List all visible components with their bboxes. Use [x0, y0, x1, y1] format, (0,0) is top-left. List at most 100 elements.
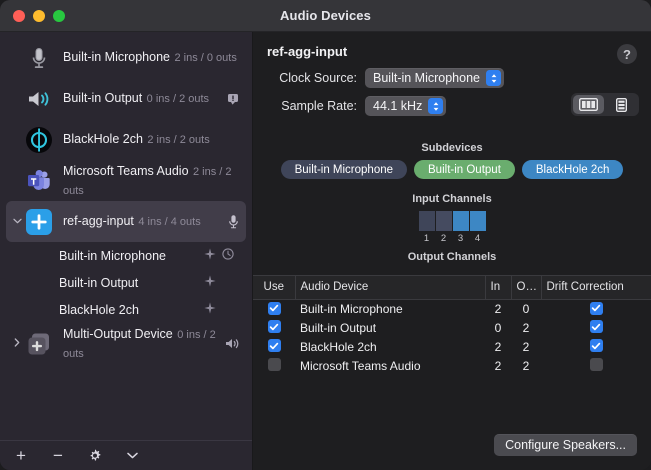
device-channels: 2 ins / 2 outs — [63, 166, 232, 197]
clock-source-icon — [222, 247, 234, 265]
chevron-down-icon[interactable] — [10, 217, 24, 227]
input-channel-2[interactable]: 2 — [435, 211, 452, 244]
default-output-speaker-icon — [225, 337, 240, 350]
view-mode-toggle — [571, 93, 639, 116]
input-channel-1[interactable]: 1 — [418, 211, 435, 244]
use-checkbox-cell[interactable] — [253, 337, 295, 356]
chevron-updown-icon — [428, 98, 444, 114]
drift-checkbox[interactable] — [589, 320, 603, 334]
drift-checkbox-cell[interactable] — [541, 356, 651, 375]
pill-label: Built-in Microphone — [294, 163, 394, 176]
use-checkbox-cell[interactable] — [253, 299, 295, 318]
drift-checkbox-cell[interactable] — [541, 318, 651, 337]
use-checkbox-cell[interactable] — [253, 318, 295, 337]
subdevice-name: Built-in Microphone — [59, 248, 166, 263]
device-name: Built-in Microphone — [63, 50, 170, 65]
column-header-out[interactable]: O… — [511, 276, 542, 300]
subdevice-pill-built-in-microphone[interactable]: Built-in Microphone — [280, 160, 408, 179]
use-checkbox[interactable] — [267, 301, 281, 315]
input-channel-4[interactable]: 4 — [469, 211, 486, 244]
table-body: Built-in Microphone 2 0 — [253, 299, 651, 375]
use-checkbox[interactable] — [267, 357, 281, 371]
device-name-cell: BlackHole 2ch — [300, 339, 377, 354]
device-channels: 2 ins / 0 outs — [174, 52, 237, 65]
input-channel-3[interactable]: 3 — [452, 211, 469, 244]
device-name: ref-agg-input — [63, 214, 134, 229]
drift-checkbox[interactable] — [589, 339, 603, 353]
subdevice-pill-blackhole-2ch[interactable]: BlackHole 2ch — [521, 160, 624, 179]
close-button[interactable] — [13, 9, 25, 22]
subdevice-row-blackhole-2ch[interactable]: BlackHole 2ch — [6, 296, 246, 323]
out-count-cell: 0 — [522, 301, 530, 316]
device-row-blackhole-2ch[interactable]: BlackHole 2ch 2 ins / 2 outs — [6, 119, 246, 160]
subdevice-icons — [204, 247, 234, 265]
device-text: Built-in Microphone 2 ins / 0 outs — [63, 48, 240, 66]
clock-source-value: Built-in Microphone — [373, 71, 480, 85]
channel-number: 2 — [440, 233, 447, 244]
device-row-microsoft-teams-audio[interactable]: Microsoft Teams Audio 2 ins / 2 outs — [6, 160, 246, 201]
output-channels-label: Output Channels — [407, 251, 497, 263]
device-channels: 0 ins / 2 outs — [146, 93, 210, 106]
zoom-button[interactable] — [53, 9, 65, 22]
device-name: Multi-Output Device — [63, 327, 173, 342]
use-checkbox-cell[interactable] — [253, 356, 295, 375]
device-name-cell: Microsoft Teams Audio — [300, 358, 421, 373]
clock-source-select[interactable]: Built-in Microphone — [365, 68, 504, 88]
table-row[interactable]: BlackHole 2ch 2 2 — [253, 337, 651, 356]
device-name-cell: Built-in Microphone — [300, 301, 403, 316]
add-device-button[interactable]: + — [16, 446, 26, 465]
sample-rate-select[interactable]: 44.1 kHz — [365, 96, 447, 116]
column-header-in[interactable]: In — [485, 276, 512, 300]
drift-checkbox-cell[interactable] — [541, 299, 651, 318]
table-header-row: Use Audio Device In O… Drift Correction — [253, 276, 651, 300]
out-count-cell: 2 — [522, 339, 530, 354]
device-row-multi-output-device[interactable]: Multi-Output Device 0 ins / 2 outs — [6, 323, 246, 364]
gear-icon[interactable] — [87, 448, 103, 464]
channel-number: 4 — [474, 233, 481, 244]
sample-rate-label: Sample Rate: — [281, 99, 357, 113]
chevron-updown-icon — [486, 70, 501, 86]
subdevices-section: Subdevices Built-in Microphone Built-in … — [253, 138, 651, 179]
chevron-right-icon[interactable] — [10, 337, 24, 350]
subdevice-icons — [204, 274, 234, 292]
configure-speakers-button[interactable]: Configure Speakers... — [494, 434, 637, 456]
blackhole-icon — [24, 125, 54, 155]
channel-swatch — [435, 211, 452, 231]
device-table-area: Use Audio Device In O… Drift Correction — [253, 275, 651, 428]
channel-number: 1 — [423, 233, 430, 244]
sample-rate-value: 44.1 kHz — [373, 99, 423, 113]
chevron-down-icon[interactable] — [124, 448, 140, 464]
subdevice-row-built-in-output[interactable]: Built-in Output — [6, 269, 246, 296]
remove-device-button[interactable]: − — [53, 446, 63, 465]
subdevice-icons — [204, 301, 234, 319]
device-row-built-in-output[interactable]: Built-in Output 0 ins / 2 outs — [6, 78, 246, 119]
device-row-built-in-microphone[interactable]: Built-in Microphone 2 ins / 0 outs — [6, 37, 246, 78]
device-row-ref-agg-input[interactable]: ref-agg-input 4 ins / 4 outs — [6, 201, 246, 242]
subdevice-row-built-in-microphone[interactable]: Built-in Microphone — [6, 242, 246, 269]
table-row[interactable]: Built-in Output 0 2 — [253, 318, 651, 337]
table-row[interactable]: Microsoft Teams Audio 2 2 — [253, 356, 651, 375]
subdevice-name: Built-in Output — [59, 275, 139, 290]
table-head: Use Audio Device In O… Drift Correction — [253, 276, 651, 300]
multi-output-icon — [24, 329, 54, 359]
out-count-cell: 2 — [522, 320, 530, 335]
table-row[interactable]: Built-in Microphone 2 0 — [253, 299, 651, 318]
minimize-button[interactable] — [33, 9, 45, 22]
window-title: Audio Devices — [280, 8, 371, 23]
drift-checkbox[interactable] — [589, 301, 603, 315]
drift-checkbox-cell[interactable] — [541, 337, 651, 356]
device-text: Multi-Output Device 0 ins / 2 outs — [63, 325, 221, 362]
column-header-device[interactable]: Audio Device — [295, 276, 486, 300]
device-text: Microsoft Teams Audio 2 ins / 2 outs — [63, 162, 240, 199]
columns-view-button[interactable] — [573, 95, 604, 114]
subdevice-pill-built-in-output[interactable]: Built-in Output — [414, 160, 515, 179]
use-checkbox[interactable] — [267, 339, 281, 353]
use-checkbox[interactable] — [267, 320, 281, 334]
help-button[interactable]: ? — [617, 44, 637, 64]
device-table: Use Audio Device In O… Drift Correction — [253, 276, 651, 375]
rows-view-button[interactable] — [606, 95, 637, 114]
column-header-drift[interactable]: Drift Correction — [541, 276, 651, 300]
drift-sparkle-icon — [204, 301, 216, 319]
column-header-use[interactable]: Use — [253, 276, 296, 300]
